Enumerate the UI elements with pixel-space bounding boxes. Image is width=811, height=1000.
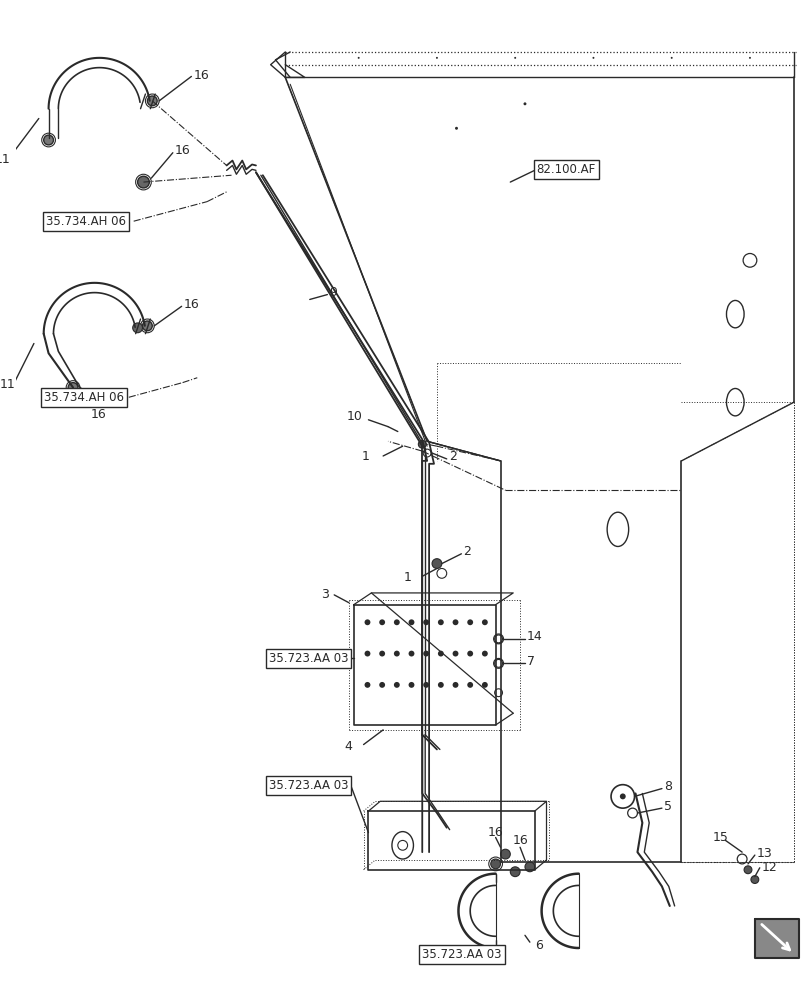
Circle shape [379,682,384,688]
Circle shape [408,651,414,657]
Text: 1: 1 [403,571,411,584]
Circle shape [452,682,458,688]
Text: 35.723.AA 03: 35.723.AA 03 [268,779,348,792]
Circle shape [452,651,458,657]
Circle shape [437,682,444,688]
Circle shape [379,619,384,625]
Text: 6: 6 [534,939,542,952]
Text: 13: 13 [756,847,771,860]
Circle shape [466,651,473,657]
Circle shape [431,559,441,568]
Bar [755,920,797,957]
Circle shape [482,651,487,657]
Circle shape [452,619,458,625]
Text: 9: 9 [329,286,337,299]
Circle shape [743,866,751,874]
Text: 16: 16 [174,144,191,157]
Circle shape [148,96,157,106]
Circle shape [364,619,370,625]
Circle shape [482,619,487,625]
Circle shape [423,619,428,625]
Text: 4: 4 [344,740,351,753]
Circle shape [393,682,399,688]
Circle shape [423,651,428,657]
Text: 35.723.AA 03: 35.723.AA 03 [268,652,348,665]
Circle shape [44,135,54,145]
Text: 82.100.AF: 82.100.AF [536,163,595,176]
Text: 1: 1 [361,450,369,463]
Text: 16: 16 [91,408,106,421]
Circle shape [418,440,426,448]
Text: 16: 16 [487,826,503,839]
Circle shape [592,57,594,59]
Circle shape [525,862,534,872]
Text: 16: 16 [183,298,199,311]
Text: 15: 15 [712,831,727,844]
Circle shape [466,619,473,625]
Circle shape [509,867,519,877]
Circle shape [523,102,526,105]
Circle shape [379,651,384,657]
Circle shape [137,176,149,188]
Circle shape [748,57,750,59]
Circle shape [132,323,142,333]
Circle shape [68,383,78,392]
Circle shape [408,619,414,625]
Circle shape [358,57,359,59]
Circle shape [437,651,444,657]
Circle shape [513,57,516,59]
Text: 11: 11 [0,378,15,391]
Circle shape [500,849,509,859]
Circle shape [408,682,414,688]
Text: 16: 16 [193,69,209,82]
Text: 5: 5 [663,800,671,813]
Text: 16: 16 [512,834,527,847]
Text: 10: 10 [346,410,363,423]
Text: 2: 2 [463,545,470,558]
Circle shape [364,651,370,657]
Circle shape [436,57,437,59]
Circle shape [619,793,625,799]
Text: 7: 7 [526,655,534,668]
Text: 2: 2 [448,450,456,463]
Circle shape [482,682,487,688]
Text: 14: 14 [526,630,542,643]
Circle shape [750,876,757,883]
Circle shape [454,127,457,130]
Text: 35.734.AH 06: 35.734.AH 06 [44,391,123,404]
Text: 8: 8 [663,780,671,793]
Text: 35.734.AH 06: 35.734.AH 06 [45,215,126,228]
Circle shape [393,619,399,625]
Circle shape [490,859,500,869]
Circle shape [393,651,399,657]
Circle shape [437,619,444,625]
Text: 3: 3 [321,588,329,601]
Text: 11: 11 [0,153,11,166]
Text: 35.723.AA 03: 35.723.AA 03 [422,948,501,961]
Circle shape [423,682,428,688]
Circle shape [670,57,672,59]
Circle shape [364,682,370,688]
Circle shape [466,682,473,688]
Circle shape [142,321,152,331]
Text: 12: 12 [761,861,776,874]
